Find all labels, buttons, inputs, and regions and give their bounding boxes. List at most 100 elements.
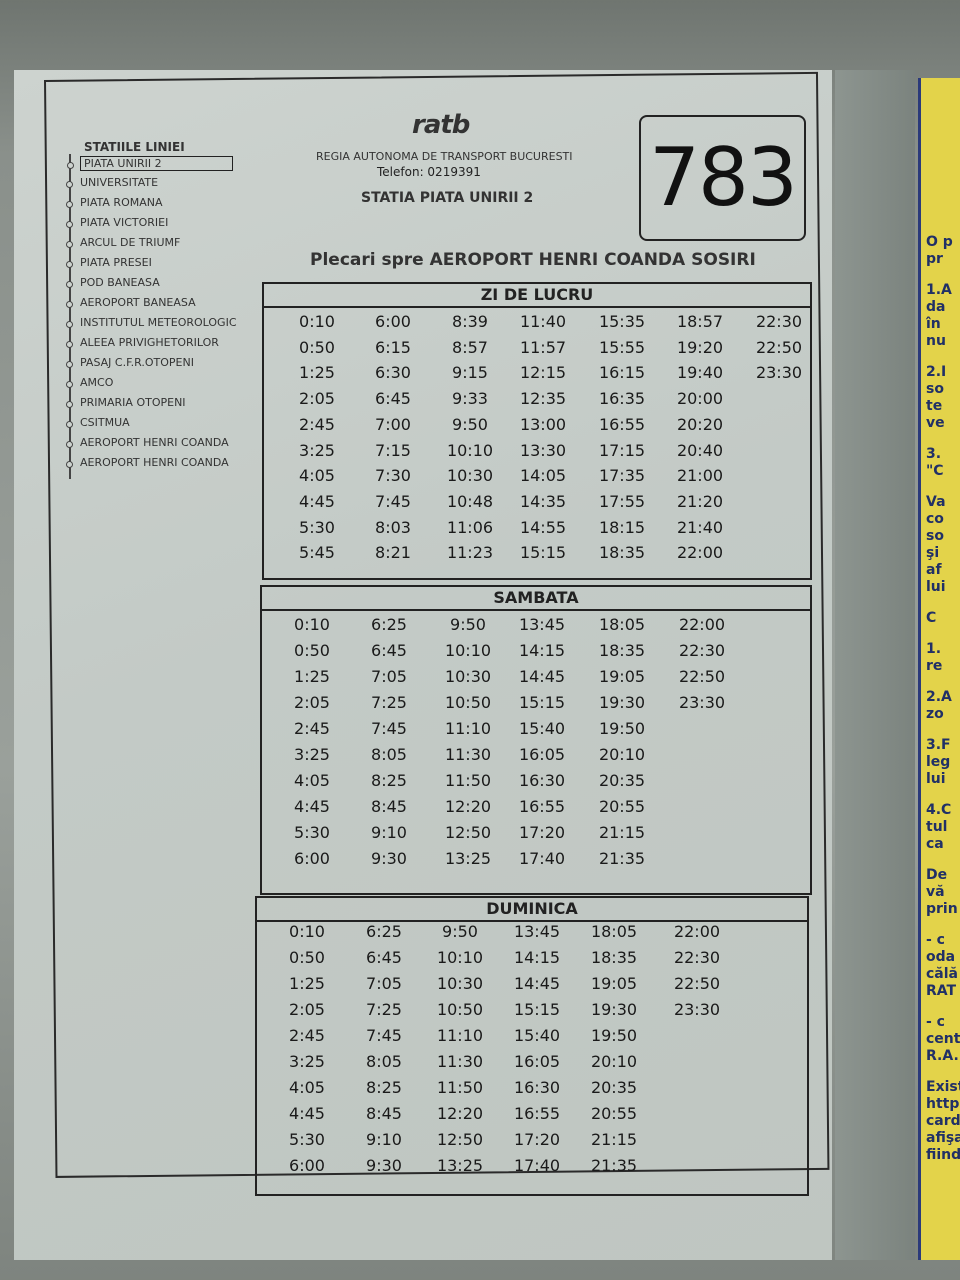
timetable-section: SAMBATA 0:10 0:50 1:25 2:05 2:45 3:25 4:05 4:45 5… [260, 585, 812, 895]
departure-time: 23:30 [678, 693, 726, 712]
departure-time: 14:05 [519, 466, 567, 486]
notice-line: R.A. [926, 1048, 959, 1064]
departure-time: 14:15 [513, 948, 561, 967]
departure-time: 19:50 [590, 1026, 638, 1045]
notice-line: în [926, 316, 941, 332]
departure-time: 2:05 [294, 693, 330, 712]
departure-time: 4:45 [294, 797, 330, 816]
departure-time: 6:25 [366, 922, 402, 941]
departure-time: 4:05 [294, 771, 330, 790]
notice-line: C [926, 610, 937, 626]
departure-time: 5:45 [299, 543, 335, 563]
departure-time: 16:55 [598, 414, 646, 434]
departure-time: 15:35 [598, 312, 646, 331]
departure-time: 17:20 [513, 1130, 561, 1149]
notice-line: lui [926, 579, 946, 595]
notice-line: cardul [926, 1113, 960, 1129]
notice-paragraph: 2.A zo [921, 689, 960, 723]
company: REGIA AUTONOMA DE TRANSPORT BUCURESTI [316, 150, 573, 163]
departure-time: 20:20 [676, 414, 724, 434]
stations-title: STATIILE LINIEI [84, 140, 185, 154]
departure-time: 11:10 [436, 1026, 484, 1045]
departure-time: 11:30 [436, 1052, 484, 1071]
departure-time: 8:05 [366, 1052, 402, 1071]
departure-time: 21:40 [676, 517, 724, 537]
station: INSTITUTUL METEOROLOGIC [66, 316, 237, 329]
departure-time: 19:05 [590, 974, 638, 993]
notice-line: oda [926, 949, 956, 965]
departure-time: 2:05 [299, 389, 335, 409]
station-name: STATIA PIATA UNIRII 2 [361, 190, 534, 206]
departure-time: 0:10 [294, 615, 330, 634]
departure-time: 15:40 [513, 1026, 561, 1045]
departure-time: 22:50 [678, 667, 726, 686]
departure-time: 10:30 [444, 667, 492, 686]
departure-time: 20:10 [590, 1052, 638, 1071]
departure-time: 9:50 [452, 414, 488, 434]
departure-time: 19:30 [590, 1000, 638, 1019]
departure-time: 0:50 [294, 641, 330, 660]
departure-time: 18:35 [590, 948, 638, 967]
departure-time: 4:45 [289, 1104, 325, 1123]
departure-time: 11:23 [446, 543, 494, 563]
notice-line: afişat [926, 1130, 960, 1146]
departure-time: 4:05 [289, 1078, 325, 1097]
departure-time: 12:20 [444, 797, 492, 816]
notice-line: pr [926, 251, 943, 267]
side-notice: O p pr 1.A da în nu 2.I so te ve 3. "C Va co so şi af lui… [918, 78, 960, 1260]
notice-line: http:// [926, 1096, 960, 1112]
departure-time: 3:25 [299, 440, 335, 460]
departure-time: 10:30 [446, 466, 494, 486]
station: ARCUL DE TRIUMF [65, 236, 181, 249]
departure-time: 8:45 [366, 1104, 402, 1123]
departure-time: 8:21 [375, 543, 411, 563]
notice-paragraph: O p pr [921, 234, 960, 268]
departure-time: 22:50 [673, 974, 721, 993]
departure-time: 17:55 [598, 491, 646, 511]
departure-time: 15:15 [518, 693, 566, 712]
departure-time: 9:15 [452, 363, 488, 383]
departure-time: 16:05 [518, 745, 566, 764]
departure-time: 19:30 [598, 693, 646, 712]
departure-time: 10:10 [446, 440, 494, 460]
departure-time: 12:50 [436, 1130, 484, 1149]
departure-time: 6:30 [375, 363, 411, 383]
departure-time: 17:40 [513, 1156, 561, 1175]
notice-line: lui [926, 771, 946, 787]
departure-time: 20:00 [676, 389, 724, 409]
departure-time: 19:20 [676, 337, 724, 357]
notice-line: - c [926, 1014, 945, 1030]
notice-paragraph: - c oda călă RAT [921, 932, 960, 1000]
departure-time: 22:50 [755, 337, 803, 357]
line-number: 783 [639, 115, 806, 241]
departure-time: 11:50 [436, 1078, 484, 1097]
departure-time: 22:30 [673, 948, 721, 967]
notice-line: 2.A [926, 689, 952, 705]
departure-time: 23:30 [755, 363, 803, 383]
departure-time: 18:05 [590, 922, 638, 941]
departure-time: 4:45 [299, 491, 335, 511]
notice-line: 1.A [926, 282, 952, 298]
station: PRIMARIA OTOPENI [66, 396, 186, 409]
departure-time: 16:15 [598, 363, 646, 383]
departure-time: 8:39 [452, 312, 488, 331]
departure-time: 11:40 [519, 312, 567, 331]
notice-line: călă [926, 966, 958, 982]
departure-time: 2:45 [289, 1026, 325, 1045]
departure-time: 13:45 [518, 615, 566, 634]
departure-time: 3:25 [289, 1052, 325, 1071]
departure-time: 23:30 [673, 1000, 721, 1019]
window-strip [835, 70, 915, 1260]
notice-line: ve [926, 415, 945, 431]
departure-time: 12:35 [519, 389, 567, 409]
notice-line: O p [926, 234, 953, 250]
departure-time: 6:25 [371, 615, 407, 634]
departure-time: 6:00 [289, 1156, 325, 1175]
notice-paragraph: - c cent R.A. [921, 1014, 960, 1065]
notice-line: Va [926, 494, 946, 510]
notice-line: RAT [926, 983, 957, 999]
notice-line: af [926, 562, 942, 578]
departure-time: 5:30 [294, 823, 330, 842]
notice-line: re [926, 658, 943, 674]
departure-time: 9:30 [366, 1156, 402, 1175]
